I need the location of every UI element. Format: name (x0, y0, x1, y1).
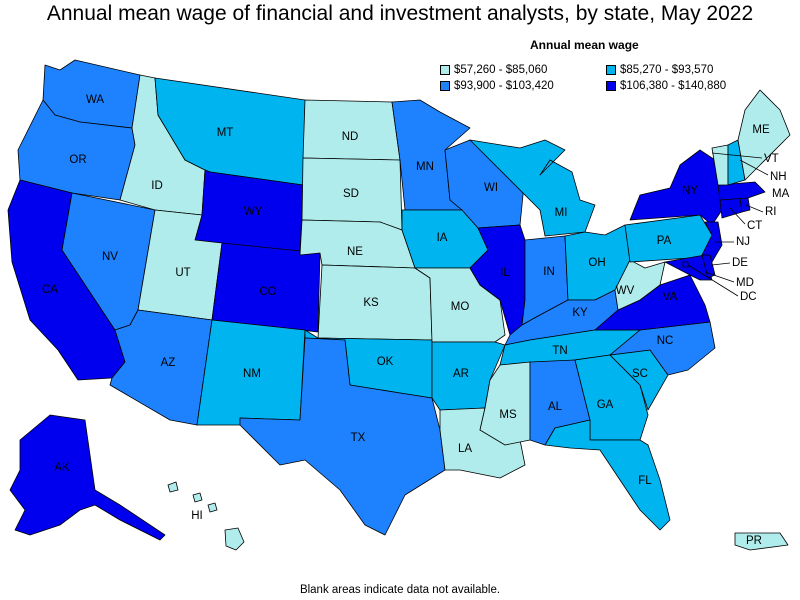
state-label-dc: DC (740, 291, 757, 303)
leader-line (729, 207, 746, 225)
leader-line (711, 152, 763, 159)
state-label-nd: ND (342, 131, 359, 143)
state-label-wi: WI (484, 182, 498, 194)
state-ma[interactable] (717, 181, 766, 201)
state-label-ky: KY (572, 307, 588, 319)
state-label-va: VA (663, 291, 678, 303)
state-label-ne: NE (347, 246, 363, 258)
state-label-nc: NC (657, 335, 674, 347)
leader-line (687, 264, 739, 297)
state-label-nj: NJ (736, 236, 750, 248)
state-label-wy: WY (244, 206, 263, 218)
footnote: Blank areas indicate data not available. (299, 584, 501, 596)
state-label-tx: TX (351, 432, 366, 444)
state-mi[interactable] (469, 139, 596, 237)
state-label-mt: MT (217, 127, 234, 139)
state-label-ar: AR (453, 368, 469, 380)
state-label-az: AZ (161, 357, 176, 369)
legend-swatch (440, 81, 450, 91)
legend-item-tier-3: $106,380 - $140,880 (606, 80, 726, 92)
map-title: Annual mean wage of financial and invest… (46, 2, 754, 25)
state-label-ct: CT (747, 220, 762, 232)
leader-line (704, 271, 735, 283)
state-label-id: ID (151, 180, 163, 192)
state-label-il: IL (500, 267, 510, 279)
state-label-ut: UT (175, 267, 190, 279)
state-ri[interactable] (739, 197, 751, 213)
state-tx[interactable] (239, 337, 446, 536)
state-label-wv: WV (616, 285, 635, 297)
state-label-ms: MS (499, 409, 517, 421)
state-label-ks: KS (363, 297, 379, 309)
legend-swatch (606, 81, 616, 91)
state-label-al: AL (548, 401, 563, 413)
legend-label: $93,900 - $103,420 (454, 80, 554, 92)
state-label-co: CO (259, 286, 276, 298)
legend-swatch (606, 65, 616, 75)
legend-swatch (440, 65, 450, 75)
state-label-me: ME (752, 124, 770, 136)
state-label-pr: PR (746, 535, 762, 547)
state-label-ma: MA (772, 188, 790, 200)
state-label-pa: PA (657, 235, 672, 247)
state-label-fl: FL (638, 475, 652, 487)
state-label-or: OR (69, 154, 86, 166)
state-me[interactable] (737, 89, 791, 181)
state-label-wa: WA (86, 94, 104, 106)
legend-item-tier-1: $85,270 - $93,570 (606, 64, 713, 76)
state-label-tn: TN (552, 345, 567, 357)
state-pr[interactable] (734, 532, 789, 551)
leader-line (739, 159, 769, 176)
state-nd[interactable] (302, 99, 401, 161)
state-label-ok: OK (377, 356, 394, 368)
legend-label: $106,380 - $140,880 (620, 80, 727, 92)
state-fl[interactable] (544, 419, 671, 531)
state-label-vt: VT (764, 153, 779, 165)
state-label-mi: MI (555, 207, 568, 219)
state-label-ny: NY (682, 185, 698, 197)
state-label-oh: OH (588, 257, 605, 269)
state-label-ia: IA (437, 232, 448, 244)
state-label-sd: SD (343, 188, 359, 200)
state-label-mo: MO (451, 301, 470, 313)
state-label-nm: NM (243, 368, 261, 380)
state-hi[interactable] (167, 481, 245, 551)
legend-label: $85,270 - $93,570 (620, 64, 714, 76)
legend-title: Annual mean wage (530, 38, 639, 52)
state-label-ga: GA (597, 399, 614, 411)
state-md[interactable] (664, 254, 713, 281)
state-label-ca: CA (42, 284, 58, 296)
state-label-nh: NH (770, 171, 787, 183)
leader-line (711, 262, 731, 266)
state-label-ak: AK (54, 462, 70, 474)
state-ct[interactable] (719, 197, 743, 219)
state-ny[interactable] (629, 149, 723, 226)
state-label-in: IN (543, 266, 555, 278)
legend-item-tier-2: $93,900 - $103,420 (440, 80, 554, 92)
state-label-ri: RI (765, 206, 777, 218)
state-ak[interactable] (9, 414, 166, 541)
state-label-la: LA (458, 443, 472, 455)
state-label-md: MD (736, 277, 754, 289)
legend-label: $57,260 - $85,060 (454, 64, 548, 76)
state-label-nv: NV (102, 251, 118, 263)
state-dc[interactable] (682, 261, 689, 268)
state-de[interactable] (701, 254, 716, 279)
legend-item-tier-0: $57,260 - $85,060 (440, 64, 547, 76)
leader-line (745, 204, 764, 213)
state-label-mn: MN (416, 161, 434, 173)
state-label-de: DE (732, 257, 748, 269)
state-label-hi: HI (191, 510, 203, 522)
state-label-sc: SC (632, 368, 648, 380)
